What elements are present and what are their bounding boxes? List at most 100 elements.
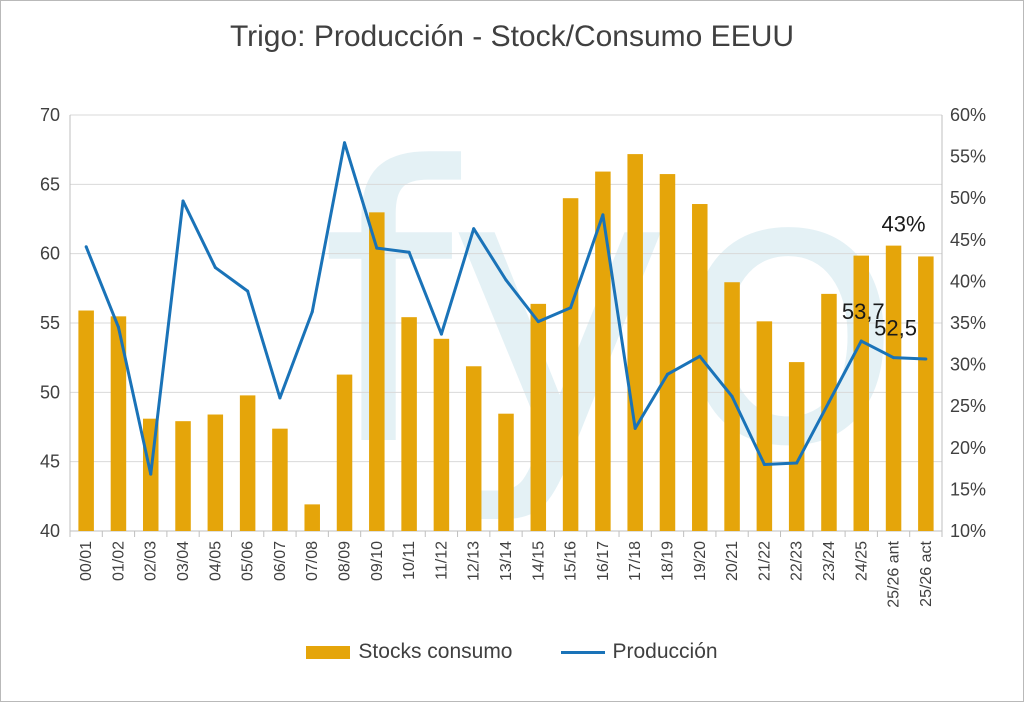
y-left-tick-label: 70 bbox=[40, 105, 60, 125]
y-right-tick-label: 20% bbox=[950, 438, 986, 458]
bar-stocks-consumo bbox=[821, 293, 837, 531]
x-tick-label: 13/14 bbox=[498, 541, 515, 581]
x-tick-label: 03/04 bbox=[175, 541, 192, 581]
y-right-tick-label: 15% bbox=[950, 479, 986, 499]
bar-stocks-consumo bbox=[110, 316, 127, 531]
x-tick-label: 02/03 bbox=[143, 541, 160, 581]
x-tick-label: 21/22 bbox=[756, 541, 773, 581]
x-tick-label: 16/17 bbox=[595, 541, 612, 581]
bar-stocks-consumo bbox=[562, 198, 579, 531]
point-produccion bbox=[924, 357, 928, 361]
y-left-tick-label: 45 bbox=[40, 452, 60, 472]
bar-stocks-consumo bbox=[756, 321, 773, 531]
point-produccion bbox=[246, 289, 250, 293]
point-produccion bbox=[213, 266, 217, 270]
y-right-tick-label: 10% bbox=[950, 521, 986, 541]
bar-stocks-consumo bbox=[433, 338, 450, 531]
x-tick-label: 09/10 bbox=[369, 541, 386, 581]
point-produccion bbox=[181, 199, 185, 203]
point-produccion bbox=[407, 250, 411, 254]
x-tick-label: 05/06 bbox=[240, 541, 257, 581]
x-tick-label: 06/07 bbox=[272, 541, 289, 581]
bar-stocks-consumo bbox=[627, 154, 643, 531]
x-tick-label: 04/05 bbox=[207, 541, 224, 581]
point-produccion bbox=[343, 141, 347, 145]
x-tick-label: 07/08 bbox=[304, 541, 321, 581]
legend-item-stocks: Stocks consumo bbox=[306, 640, 513, 664]
point-produccion bbox=[116, 325, 120, 329]
x-tick-label: 00/01 bbox=[78, 541, 95, 581]
x-tick-label: 25/26 ant bbox=[886, 540, 903, 607]
point-produccion bbox=[762, 462, 766, 466]
point-produccion bbox=[84, 245, 88, 249]
bar-stocks-consumo bbox=[78, 310, 94, 531]
y-left-tick-label: 65 bbox=[40, 174, 60, 194]
y-right-tick-label: 50% bbox=[950, 188, 986, 208]
bar-stocks-consumo bbox=[369, 212, 385, 531]
x-tick-label: 11/12 bbox=[433, 541, 450, 580]
bar-stocks-consumo bbox=[336, 374, 353, 531]
y-left-tick-label: 60 bbox=[40, 244, 60, 264]
point-produccion bbox=[504, 278, 508, 282]
y-left-tick-label: 50 bbox=[40, 382, 60, 402]
x-tick-label: 22/23 bbox=[789, 541, 806, 581]
point-produccion bbox=[149, 472, 153, 476]
bar-stocks-consumo bbox=[853, 255, 870, 531]
point-produccion bbox=[536, 320, 540, 324]
bar-stocks-consumo bbox=[207, 414, 224, 531]
y-right-tick-label: 35% bbox=[950, 313, 986, 333]
watermark-logo: fyo bbox=[320, 87, 904, 530]
point-produccion bbox=[601, 213, 605, 217]
x-tick-label: 19/20 bbox=[692, 541, 709, 581]
legend-swatch-bar bbox=[306, 645, 351, 659]
y-right-tick-label: 30% bbox=[950, 355, 986, 375]
bar-stocks-consumo bbox=[239, 395, 256, 531]
legend: Stocks consumo Producción bbox=[0, 640, 1024, 664]
bar-stocks-consumo bbox=[595, 171, 611, 532]
bar-stocks-consumo bbox=[724, 282, 740, 531]
point-produccion bbox=[892, 356, 896, 360]
point-produccion bbox=[665, 372, 669, 376]
bar-stocks-consumo bbox=[692, 204, 708, 532]
point-produccion bbox=[310, 310, 314, 314]
y-left-tick-label: 40 bbox=[40, 521, 60, 541]
point-produccion bbox=[827, 400, 831, 404]
bar-stocks-consumo bbox=[885, 245, 902, 531]
bar-stocks-consumo bbox=[401, 317, 417, 531]
x-tick-label: 12/13 bbox=[466, 541, 483, 581]
bar-stocks-consumo bbox=[465, 366, 482, 531]
x-tick-label: 25/26 act bbox=[918, 540, 935, 606]
data-label: 43% bbox=[882, 212, 926, 237]
legend-item-produccion: Producción bbox=[560, 640, 718, 664]
y-right-tick-label: 40% bbox=[950, 271, 986, 291]
legend-label-stocks: Stocks consumo bbox=[358, 640, 513, 663]
point-produccion bbox=[569, 306, 573, 310]
point-produccion bbox=[375, 246, 379, 250]
x-tick-label: 18/19 bbox=[659, 541, 676, 581]
x-tick-label: 17/18 bbox=[627, 541, 644, 581]
point-produccion bbox=[795, 461, 799, 465]
point-produccion bbox=[633, 426, 637, 430]
legend-label-produccion: Producción bbox=[612, 640, 718, 663]
x-tick-label: 24/25 bbox=[853, 541, 870, 581]
y-right-tick-label: 45% bbox=[950, 230, 986, 250]
bar-stocks-consumo bbox=[175, 421, 191, 531]
point-produccion bbox=[278, 396, 282, 400]
legend-swatch-line bbox=[560, 650, 605, 654]
x-tick-label: 14/15 bbox=[530, 541, 547, 581]
data-label: 52,5 bbox=[874, 316, 917, 341]
x-tick-label: 08/09 bbox=[337, 541, 354, 581]
point-produccion bbox=[472, 227, 476, 231]
chart-title: Trigo: Producción - Stock/Consumo EEUU bbox=[229, 20, 795, 53]
point-produccion bbox=[730, 394, 734, 398]
x-tick-label: 23/24 bbox=[821, 541, 838, 581]
bar-stocks-consumo bbox=[498, 413, 514, 531]
x-tick-label: 10/11 bbox=[401, 541, 418, 580]
y-right-tick-label: 60% bbox=[950, 105, 986, 125]
point-produccion bbox=[859, 339, 863, 343]
y-right-tick-label: 55% bbox=[950, 147, 986, 167]
point-produccion bbox=[439, 332, 443, 336]
y-right-tick-label: 25% bbox=[950, 396, 986, 416]
